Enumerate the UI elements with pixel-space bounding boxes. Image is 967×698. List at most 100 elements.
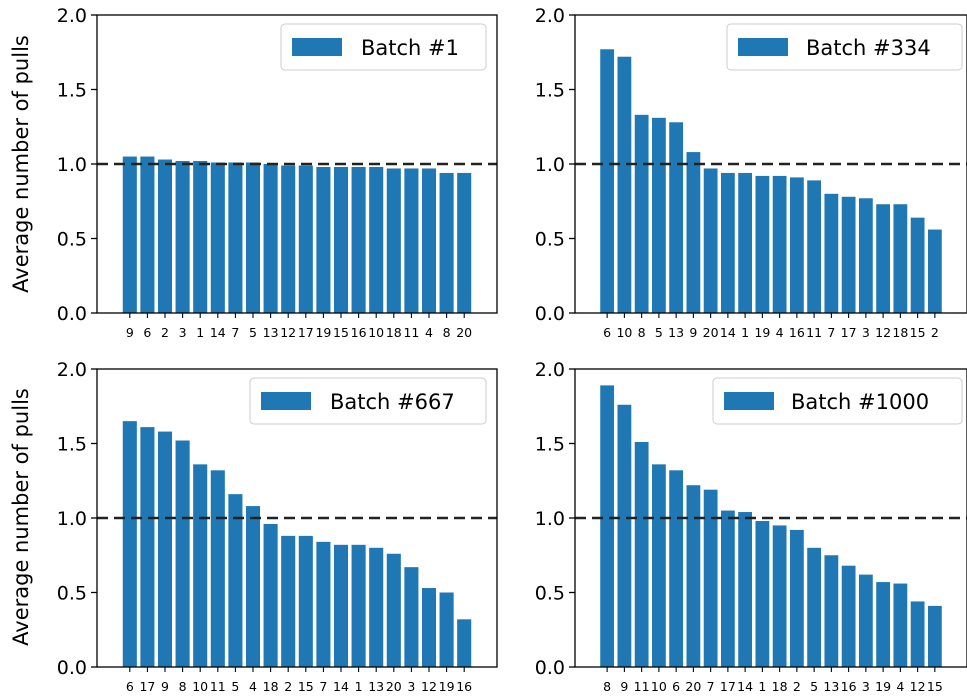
bar — [210, 470, 225, 667]
bar — [439, 592, 454, 667]
bar — [824, 193, 839, 313]
y-axis-label: Average number of pulls — [9, 35, 33, 293]
bar — [457, 172, 472, 313]
x-tick-label: 8 — [179, 679, 187, 694]
bar — [789, 529, 804, 667]
bar — [876, 204, 891, 313]
x-tick-label: 14 — [333, 679, 349, 694]
y-tick-label: 0.5 — [57, 583, 87, 605]
x-tick-label: 2 — [931, 325, 939, 340]
x-tick-label: 3 — [862, 325, 870, 340]
bar — [807, 547, 822, 667]
legend-swatch — [292, 38, 342, 56]
bar — [720, 172, 735, 313]
bar — [858, 198, 873, 313]
bar — [686, 152, 701, 313]
x-tick-label: 13 — [668, 325, 684, 340]
bar — [140, 156, 155, 313]
x-tick-label: 2 — [284, 679, 292, 694]
y-tick-label: 0.5 — [535, 583, 565, 605]
x-tick-label: 2 — [161, 325, 169, 340]
x-tick-label: 16 — [351, 325, 367, 340]
y-tick-label: 1.5 — [535, 80, 565, 102]
bar — [281, 535, 296, 667]
x-tick-label: 13 — [368, 679, 384, 694]
x-tick-label: 17 — [139, 679, 155, 694]
plot-area: 0.00.51.01.52.08 9 11 10 6 20 7 17 14 1 18 2 5 13 16 3 1… — [535, 359, 967, 694]
x-tick-label: 5 — [249, 325, 257, 340]
bar — [122, 421, 137, 667]
x-tick-label: 9 — [126, 325, 134, 340]
bar — [738, 172, 753, 313]
legend: Batch #1 — [280, 23, 487, 71]
bar — [157, 159, 173, 313]
x-tick-label: 12 — [875, 325, 891, 340]
x-tick-label: 18 — [263, 679, 279, 694]
x-tick-label: 16 — [456, 679, 472, 694]
x-tick-label: 1 — [741, 325, 749, 340]
bar — [175, 440, 190, 667]
x-tick-label: 9 — [689, 325, 697, 340]
x-tick-label: 12 — [910, 679, 926, 694]
bar — [910, 601, 925, 667]
legend: Batch #667 — [249, 377, 487, 425]
bar — [910, 217, 925, 313]
bar — [841, 565, 856, 667]
bar — [386, 553, 401, 667]
legend-swatch — [261, 392, 311, 410]
bar — [333, 166, 349, 313]
bar — [228, 162, 243, 313]
bar — [404, 168, 419, 313]
x-tick-label: 15 — [333, 325, 349, 340]
y-tick-label: 0.0 — [535, 657, 565, 679]
legend: Batch #334 — [726, 23, 963, 71]
bar — [738, 512, 753, 667]
x-tick-label: 10 — [616, 325, 632, 340]
x-tick-label: 18 — [386, 325, 402, 340]
bar — [703, 489, 718, 667]
x-tick-label: 19 — [875, 679, 891, 694]
x-tick-label: 1 — [196, 325, 204, 340]
x-tick-label: 6 — [603, 325, 611, 340]
bar — [351, 544, 366, 667]
y-tick-label: 1.0 — [57, 154, 87, 176]
bar — [386, 168, 401, 313]
y-tick-label: 0.0 — [57, 303, 87, 325]
plot-area: 0.00.51.01.52.06 10 8 5 13 9 20 14 1 19 4 16 11 7 17 3 1… — [535, 5, 967, 340]
bar — [772, 175, 787, 313]
x-tick-label: 8 — [638, 325, 646, 340]
x-tick-label: 6 — [143, 325, 151, 340]
bar — [634, 114, 649, 313]
x-tick-label: 5 — [655, 325, 663, 340]
x-tick-label: 1 — [355, 679, 363, 694]
y-tick-label: 1.5 — [535, 434, 565, 456]
bar — [333, 544, 349, 667]
x-tick-label: 20 — [703, 325, 719, 340]
bar — [876, 582, 891, 667]
plot-area: 0.0 0.5 1.0 1.5 2.0 6 17 9 8 10 11 5 4 18 2 15 7 14 1 13 20 3… — [57, 359, 498, 694]
x-tick-label: 15 — [910, 325, 926, 340]
x-tick-label: 19 — [315, 325, 331, 340]
bar — [228, 494, 243, 667]
x-tick-label: 20 — [456, 325, 472, 340]
bar — [457, 619, 472, 667]
bar — [789, 177, 804, 313]
x-tick-label: 6 — [672, 679, 680, 694]
x-tick-label: 3 — [862, 679, 870, 694]
bar — [263, 164, 278, 313]
bar — [720, 510, 735, 667]
bar — [193, 161, 208, 313]
bar — [421, 168, 437, 313]
y-tick-label: 2.0 — [535, 5, 565, 27]
x-tick-label: 7 — [827, 325, 835, 340]
x-tick-label: 3 — [179, 325, 187, 340]
bar — [316, 541, 331, 667]
bar — [210, 162, 225, 313]
x-tick-label: 7 — [707, 679, 715, 694]
bar — [841, 196, 856, 313]
legend: Batch #1000 — [712, 377, 963, 425]
y-tick-label: 0.0 — [57, 657, 87, 679]
bar — [245, 162, 261, 313]
y-axis-label: Average number of pulls — [9, 388, 33, 646]
